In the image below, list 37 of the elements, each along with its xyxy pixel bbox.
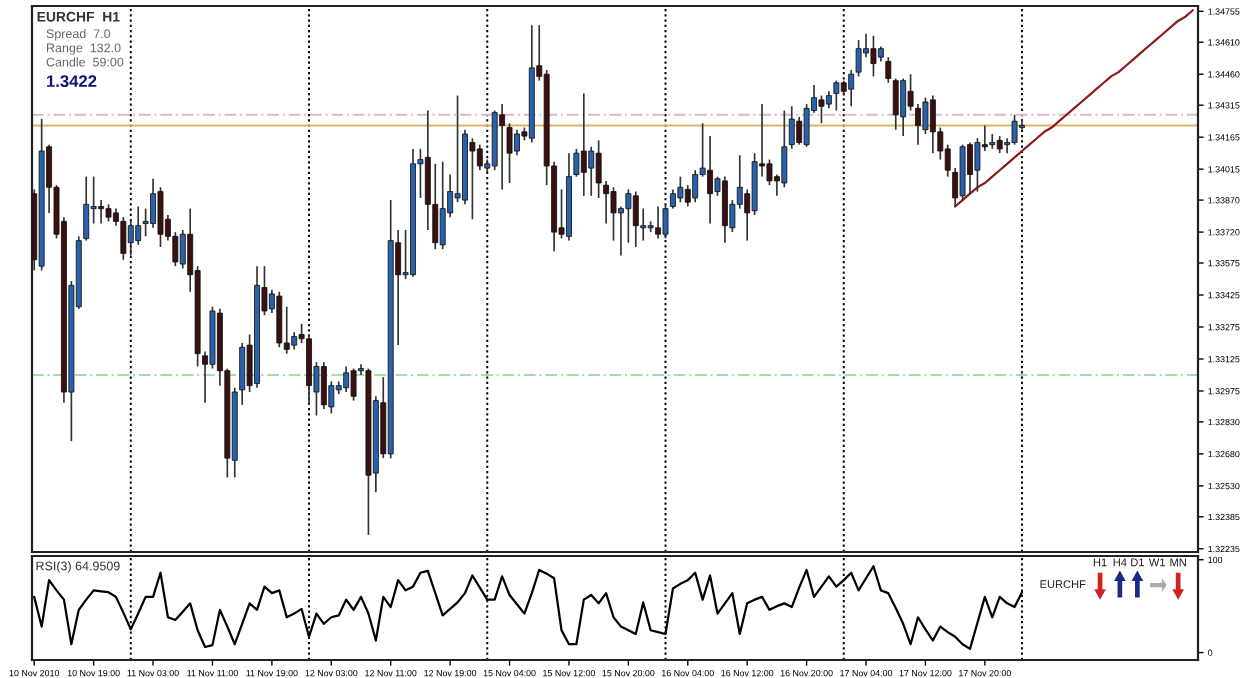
candlestick [343, 365, 350, 393]
candlestick [721, 175, 728, 244]
candlestick [677, 175, 684, 204]
candlestick [707, 135, 714, 225]
annotation: 1.3422 [47, 75, 97, 88]
candlestick [796, 116, 803, 146]
candlestick [870, 35, 877, 78]
candlestick [157, 186, 164, 248]
candlestick [320, 361, 327, 410]
candlestick [580, 92, 587, 197]
candlestick [588, 145, 595, 197]
candlestick [885, 56, 892, 84]
candlestick [150, 177, 156, 229]
candlestick [967, 141, 973, 195]
candlestick [818, 94, 825, 125]
candlestick [499, 103, 506, 191]
candlestick [692, 169, 699, 204]
candlestick [833, 79, 840, 112]
candlestick [135, 205, 142, 246]
candlestick [98, 199, 105, 225]
candlestick [900, 77, 907, 137]
candlestick [276, 290, 283, 349]
candlestick [929, 94, 936, 154]
candlestick [439, 160, 446, 250]
candlestick [120, 216, 127, 261]
candlestick [632, 190, 639, 248]
candlestick [469, 137, 476, 221]
line-series [954, 9, 1194, 208]
candlestick [476, 143, 483, 172]
candlestick [989, 133, 996, 150]
candlestick [1011, 113, 1018, 146]
candlestick [179, 229, 186, 270]
candlestick [892, 77, 899, 131]
candlestick [514, 128, 520, 157]
candlestick [655, 205, 662, 240]
candlestick [781, 109, 788, 189]
candlestick [350, 367, 357, 402]
